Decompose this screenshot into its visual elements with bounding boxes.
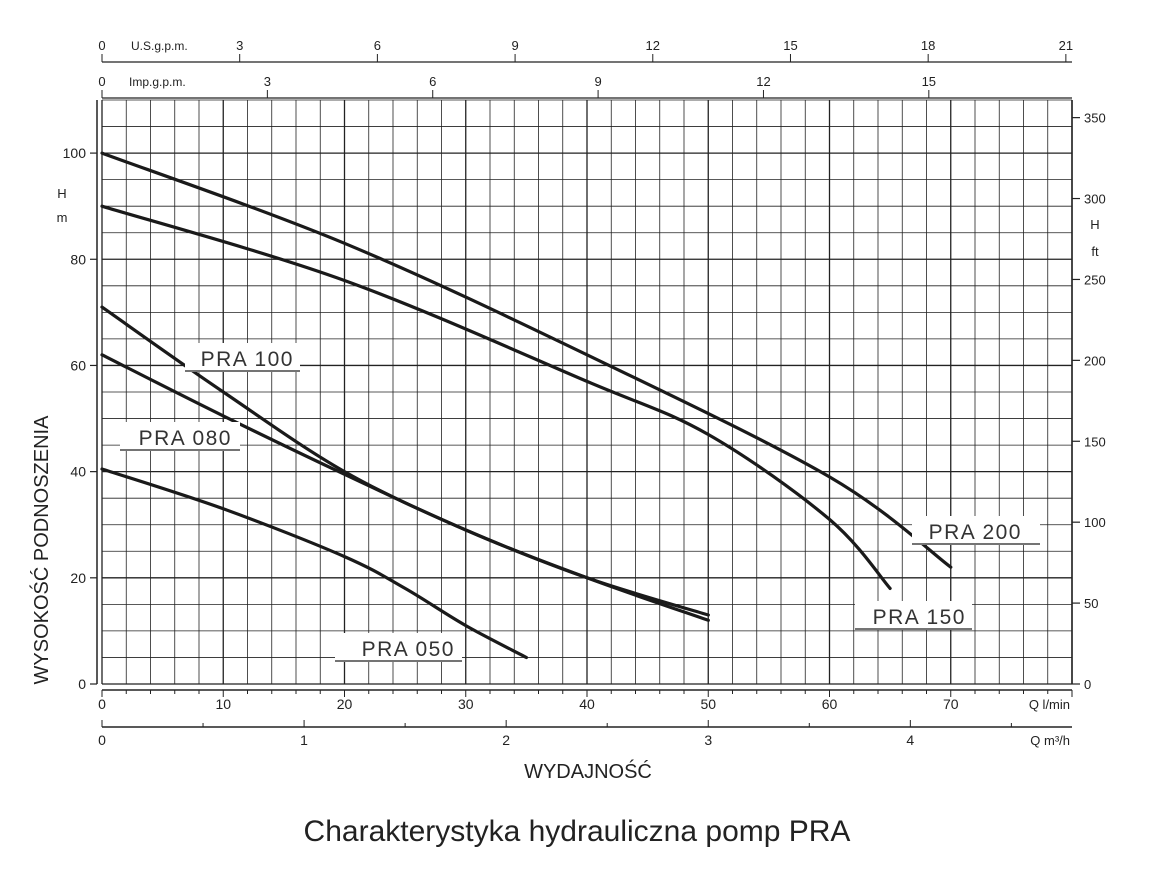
x-unit-imp: Imp.g.p.m.: [129, 75, 186, 89]
y-tick-label-right: 0: [1084, 677, 1091, 692]
x-tick-label-lmin: 10: [215, 696, 231, 712]
x-tick-label-imp: 12: [756, 74, 770, 89]
x-tick-label-us: 21: [1059, 38, 1073, 53]
x-tick-label-imp: 15: [922, 74, 936, 89]
x-tick-label-m3h: 1: [300, 732, 308, 748]
chart-grid: [101, 99, 1073, 685]
x-tick-label-us: 9: [511, 38, 518, 53]
x-tick-label-imp: 6: [429, 74, 436, 89]
x-tick-label-us: 15: [783, 38, 797, 53]
x-tick-label-lmin: 0: [98, 696, 106, 712]
series-label-bg-pra-200: [912, 516, 1040, 545]
series-label-bg-pra-050: [335, 633, 462, 662]
x-axis-title: WYDAJNOŚĆ: [524, 759, 652, 780]
y-tick-label-right: 100: [1084, 515, 1106, 530]
x-tick-label-m3h: 3: [704, 732, 712, 748]
series-label-bg-pra-080: [120, 422, 240, 451]
y-tick-label-left: 40: [70, 464, 86, 480]
series-label-pra-150: PRA 150: [873, 606, 966, 629]
y-tick-label-right: 50: [1084, 596, 1098, 611]
x-tick-label-us: 6: [374, 38, 381, 53]
series-label-bg-pra-150: [855, 601, 972, 630]
y-unit-right-h: H: [1090, 217, 1099, 232]
y-tick-label-left: 20: [70, 570, 86, 586]
x-tick-label-m3h: 4: [906, 732, 914, 748]
x-tick-label-lmin: 30: [458, 696, 474, 712]
y-tick-label-right: 150: [1084, 434, 1106, 449]
series-label-pra-080: PRA 080: [139, 427, 232, 450]
series-line-pra-150: [100, 204, 892, 590]
y-tick-label-right: 200: [1084, 353, 1106, 368]
x-tick-label-lmin: 40: [579, 696, 595, 712]
y-unit-left-h: H: [57, 186, 66, 201]
x-tick-label-imp: 9: [594, 74, 601, 89]
y-tick-label-right: 350: [1084, 111, 1106, 126]
y-tick-label-left: 60: [70, 357, 86, 373]
x-tick-label-us: 3: [236, 38, 243, 53]
x-tick-label-m3h: 0: [98, 732, 106, 748]
x-tick-label-us: 0: [98, 38, 105, 53]
series-line-pra-100: [100, 305, 710, 622]
y-axis-title: WYSOKOŚĆ PODNOSZENIA: [29, 415, 53, 685]
chart-labels: PRA 050 PRA 080 PRA 100 PRA 150 PRA 200: [120, 343, 1040, 662]
x-tick-label-lmin: 70: [943, 696, 959, 712]
y-tick-label-left: 0: [78, 676, 86, 692]
y-tick-label-left: 80: [70, 251, 86, 267]
x-tick-label-lmin: 60: [822, 696, 838, 712]
y-tick-label-right: 300: [1084, 192, 1106, 207]
chart-series: [100, 151, 953, 660]
series-label-pra-200: PRA 200: [929, 521, 1022, 544]
x-tick-label-imp: 0: [98, 74, 105, 89]
x-tick-label-m3h: 2: [502, 732, 510, 748]
y-tick-label-right: 250: [1084, 272, 1106, 287]
x-unit-lmin: Q l/min: [1029, 697, 1070, 712]
x-tick-label-lmin: 20: [337, 696, 353, 712]
x-unit-m3h: Q m³/h: [1030, 733, 1070, 748]
x-tick-label-us: 18: [921, 38, 935, 53]
series-label-bg-pra-100: [185, 343, 300, 372]
y-tick-label-left: 100: [63, 145, 87, 161]
series-label-pra-100: PRA 100: [201, 348, 294, 371]
x-tick-label-lmin: 50: [700, 696, 716, 712]
series-label-pra-050: PRA 050: [362, 638, 455, 661]
x-tick-label-imp: 3: [264, 74, 271, 89]
y-unit-left-m: m: [57, 210, 68, 225]
x-tick-label-us: 12: [646, 38, 660, 53]
series-line-pra-200: [100, 151, 953, 569]
chart-caption: Charakterystyka hydrauliczna pomp PRA: [303, 815, 851, 848]
series-line-pra-050: [100, 467, 528, 660]
y-unit-right-ft: ft: [1091, 244, 1099, 259]
x-unit-us: U.S.g.p.m.: [131, 39, 188, 53]
